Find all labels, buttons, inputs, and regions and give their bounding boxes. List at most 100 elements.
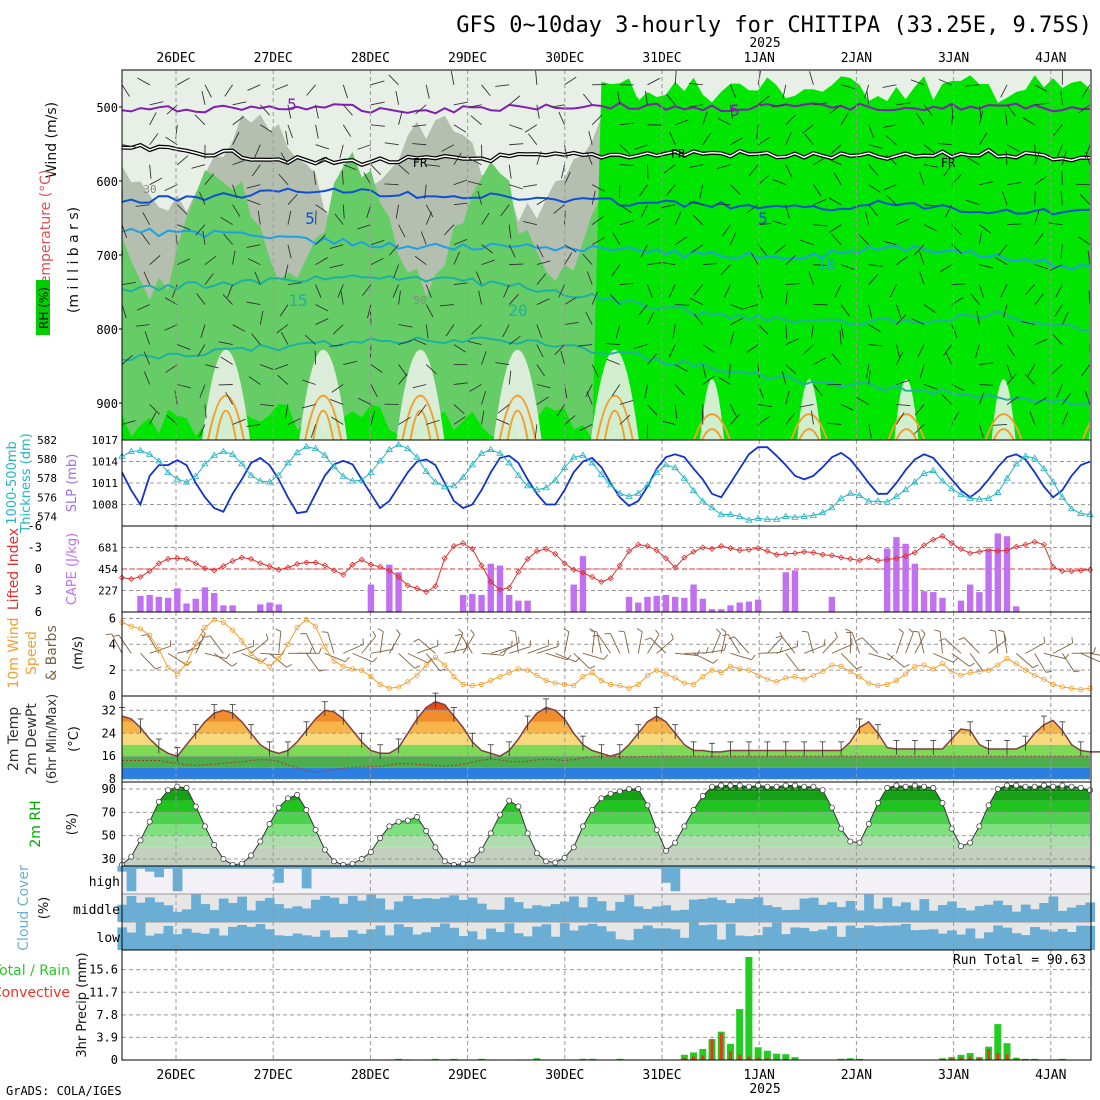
cloud-cell-low	[357, 933, 367, 950]
li-marker	[321, 562, 328, 569]
wind-barb	[1085, 151, 1090, 165]
cloud-cell-low	[430, 926, 441, 950]
contour-label: 20	[508, 301, 527, 320]
li-marker	[635, 541, 642, 548]
thickness-marker	[560, 463, 569, 471]
wind-barb	[302, 379, 316, 385]
cloud-cell-low	[818, 929, 828, 950]
wind-barb	[1034, 176, 1047, 186]
wind-speed-marker	[801, 676, 807, 682]
cloud-cell-low	[126, 932, 137, 950]
rh-marker	[865, 821, 872, 827]
cloud-cell-high	[652, 866, 662, 869]
wind-barb	[467, 180, 482, 186]
surface-wind-barb	[195, 633, 206, 654]
wind-barb	[417, 404, 427, 416]
surface-wind-barb	[425, 653, 441, 671]
wind-barb	[122, 224, 128, 239]
wind-barb	[730, 404, 738, 418]
precip-total-bar	[763, 1050, 771, 1060]
cloud-cell-low	[163, 925, 174, 950]
wind-barb	[315, 284, 322, 298]
wind-barb	[287, 282, 302, 286]
rh-marker	[441, 858, 448, 865]
wind-barb	[144, 331, 151, 345]
cape-bar	[469, 594, 476, 612]
surface-wind-barb	[939, 631, 943, 654]
wind-barb	[1061, 392, 1071, 405]
li-marker	[192, 560, 199, 567]
li-marker	[183, 555, 190, 563]
wind-barb	[617, 90, 621, 105]
ylabel-total-rain: Total / Rain	[0, 963, 70, 979]
wind-barb	[177, 77, 190, 86]
rh-marker	[1087, 787, 1093, 794]
wind-barb	[923, 164, 938, 168]
cape-bar	[883, 548, 891, 612]
cloud-cell-middle	[781, 910, 791, 922]
rh-marker	[312, 826, 319, 833]
wind-barb	[699, 184, 704, 199]
thickness-marker	[855, 491, 864, 498]
cloud-cell-high	[983, 866, 994, 869]
cloud-cell-low	[181, 928, 192, 950]
wind-barb	[882, 124, 897, 129]
wind-barb	[591, 190, 596, 205]
wind-barb	[1052, 333, 1063, 345]
wind-barb	[122, 124, 123, 127]
cape-bar	[459, 594, 467, 612]
li-marker	[819, 551, 826, 558]
cloud-cell-low	[320, 930, 330, 950]
cape-bar	[939, 597, 946, 612]
x-tick-label-bottom: 1JAN	[744, 1068, 775, 1083]
thickness-marker	[652, 468, 661, 475]
surface-wind-barb	[1034, 653, 1047, 673]
wind-barb	[800, 239, 814, 246]
wind-barb	[924, 204, 939, 207]
wind-barb	[284, 264, 289, 279]
cloud-cell-high	[181, 866, 192, 869]
cloud-cell-middle	[956, 907, 967, 922]
cloud-cell-middle	[606, 910, 616, 922]
wind-speed-marker	[230, 627, 236, 633]
thickness-marker	[911, 478, 919, 485]
wind-barb	[330, 399, 344, 405]
surface-wind-barb-flag	[799, 668, 806, 672]
li-line	[121, 535, 1091, 593]
thickness-marker	[311, 444, 320, 451]
cape-bar	[893, 537, 900, 612]
li-marker	[579, 569, 587, 576]
wind-barb	[666, 93, 676, 106]
wind-barb	[808, 271, 814, 285]
wind-speed-marker	[598, 677, 604, 684]
precip-convective-bar	[775, 1058, 779, 1060]
surface-wind-barb-flag	[413, 638, 419, 643]
wind-barb	[370, 364, 383, 373]
wind-barb	[232, 101, 247, 106]
cape-bar	[257, 604, 264, 612]
wind-barb	[1081, 364, 1090, 376]
x-tick-label-top: 31DEC	[642, 51, 681, 66]
rh-marker	[174, 783, 181, 790]
surface-wind-barb	[462, 634, 475, 654]
wind-barb	[1006, 396, 1019, 405]
wind-speed-marker	[580, 674, 586, 680]
thickness-marker	[413, 453, 421, 460]
rh-band	[122, 812, 1090, 824]
wind-barb	[361, 284, 372, 296]
wind-barb	[453, 382, 468, 385]
cloud-cell-high	[172, 866, 183, 892]
wind-barb	[757, 324, 769, 335]
li-marker	[432, 583, 439, 590]
cloud-cell-low	[209, 928, 220, 950]
precip-tick-label: 3.9	[96, 1030, 118, 1044]
wind-barb	[412, 124, 427, 127]
surface-wind-barb	[545, 652, 568, 661]
wind-speed-marker	[386, 685, 392, 691]
wind-speed-marker	[174, 671, 180, 677]
wind-barb	[331, 416, 344, 425]
precip-convective-bar	[756, 1057, 760, 1060]
wind-barb	[496, 418, 510, 425]
surface-wind-barb-flag	[724, 644, 727, 651]
rh-marker	[847, 838, 854, 845]
